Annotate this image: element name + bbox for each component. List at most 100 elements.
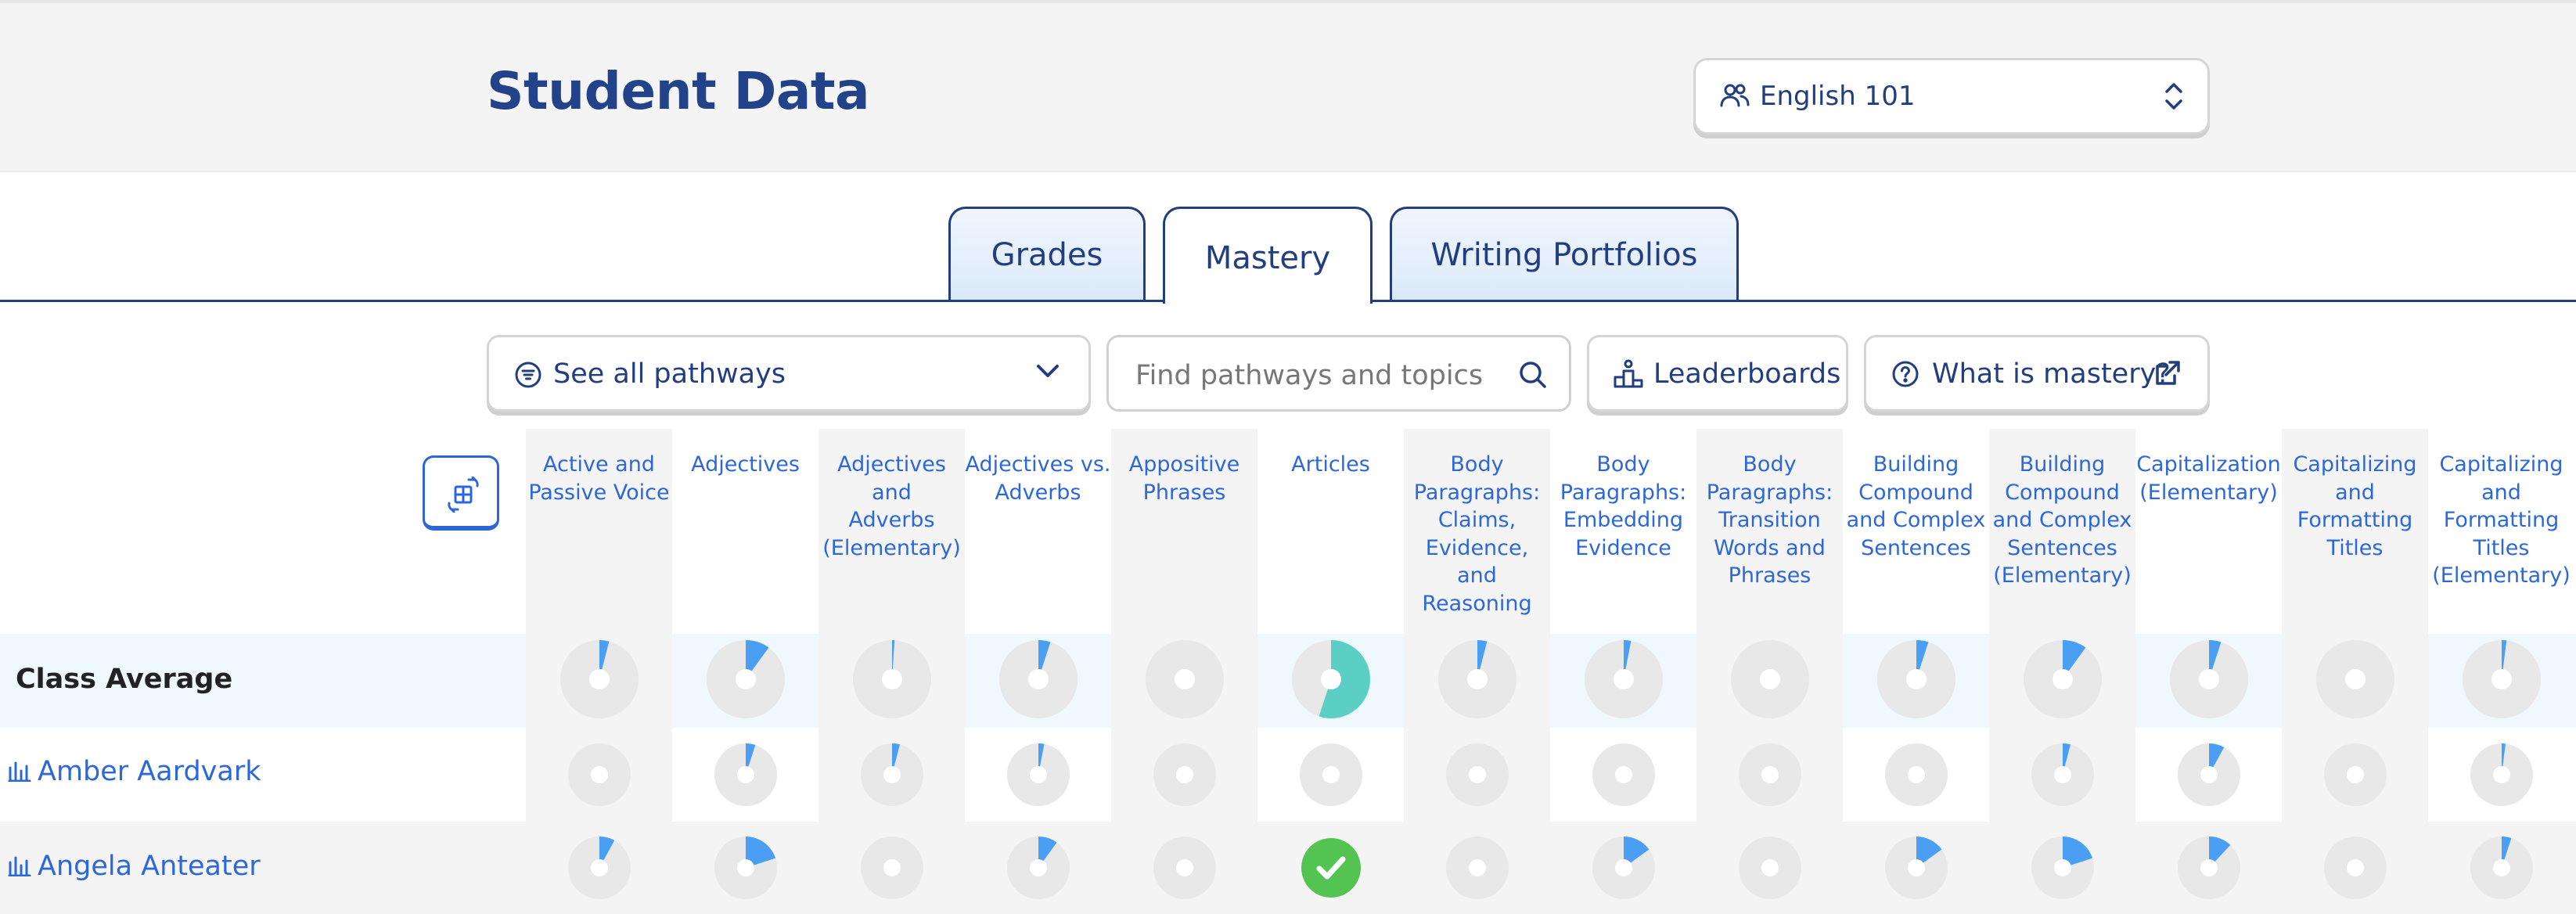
mastery-pie[interactable] [2177,837,2240,899]
column-header-line: and Complex [1846,508,1986,532]
mastery-pie[interactable] [1884,837,1948,899]
column-header-line: and [2335,480,2375,505]
swap-icon [448,477,479,513]
mastery-pie[interactable] [1145,640,1224,718]
mastery-pie[interactable] [2462,640,2541,718]
column-header[interactable]: Capitalization (Elementary) [2135,451,2282,506]
mastery-pie[interactable] [1738,837,1801,899]
column-header-line: Phrases [1728,563,1811,588]
mastery-pie[interactable] [1153,837,1216,899]
swap-view-button[interactable] [423,455,499,531]
mastery-pie[interactable] [2323,837,2387,899]
pathways-dropdown[interactable]: See all pathways [487,335,1091,412]
tab-mastery[interactable]: Mastery [1163,207,1373,304]
podium-icon [1614,359,1643,388]
column-header[interactable]: Capitalizing and Formatting Titles (Elementa… [2428,451,2574,590]
bar-chart-icon [8,761,31,783]
column-header[interactable]: Adjectives and Adverbs (Elementary) [818,451,965,562]
mastery-pie[interactable] [1592,743,1655,806]
mastery-pie[interactable] [1592,837,1655,899]
column-header[interactable]: Capitalizing and Formatting Titles [2282,451,2428,562]
mastery-pie[interactable] [1884,743,1948,806]
what-is-mastery-button[interactable]: What is mastery? [1864,335,2210,412]
mastery-pie[interactable] [852,640,931,718]
column-header-line: Capitalizing [2293,452,2417,477]
mastery-pie[interactable] [2031,837,2094,899]
column-header-line: Phrases [1142,480,1226,505]
column-header-line: Words and [1714,535,1826,560]
mastery-pie[interactable] [706,640,785,718]
class-selector[interactable]: English 101 [1693,58,2210,135]
column-header[interactable]: Building Compound and Complex Sentences (Ele… [1989,451,2135,590]
what-is-mastery-label: What is mastery? [1932,358,2171,390]
column-header-line: Adjectives vs. [965,452,1111,477]
column-header[interactable]: Body Paragraphs: Claims, Evidence, and Reaso… [1404,451,1550,617]
column-header-line: Compound [2005,480,2120,505]
mastery-pie[interactable] [1445,837,1509,899]
filter-icon [515,362,541,388]
mastery-pie[interactable] [1730,640,1809,718]
column-header[interactable]: Building Compound and Complex Sentences [1843,451,1989,562]
tab-writing-portfolios[interactable]: Writing Portfolios [1390,207,1739,302]
column-header-line: Evidence [1575,535,1671,560]
mastery-pie[interactable] [1291,640,1370,718]
mastery-pie[interactable] [1738,743,1801,806]
column-header[interactable]: Articles [1257,451,1404,479]
column-header-line: Paragraphs: [1706,480,1833,505]
search-input[interactable]: Find pathways and topics [1135,360,1484,391]
mastery-pie[interactable] [2031,743,2094,806]
column-header[interactable]: Adjectives vs. Adverbs [965,451,1111,506]
mastery-pie[interactable] [1445,743,1509,806]
mastery-pie[interactable] [2177,743,2240,806]
search-field[interactable]: Find pathways and topics [1106,335,1571,412]
mastery-pie[interactable] [567,837,631,899]
mastery-pie[interactable] [714,743,777,806]
column-header-line: Embedding [1563,508,1684,532]
mastery-pie[interactable] [1153,743,1216,806]
column-header-line: Titles [2473,535,2530,560]
column-header[interactable]: Body Paragraphs: Transition Words and Phrase… [1696,451,1843,590]
mastery-pie[interactable] [567,743,631,806]
column-header-line: Capitalizing [2439,452,2563,477]
mastery-pie[interactable] [2323,743,2387,806]
mastery-pie[interactable] [1006,743,1070,806]
mastery-pie[interactable] [2023,640,2102,718]
mastery-pie[interactable] [714,837,777,899]
student-link-angela-anteater[interactable]: Angela Anteater [8,851,261,882]
student-link-amber-aardvark[interactable]: Amber Aardvark [8,756,261,787]
leaderboards-label: Leaderboards [1653,358,1841,390]
column-header-line: Formatting [2297,508,2413,532]
mastery-pie[interactable] [860,743,923,806]
leaderboards-button[interactable]: Leaderboards [1587,335,1848,412]
mastery-pie[interactable] [1299,743,1362,806]
column-header-line: (Elementary) [1993,563,2132,588]
student-name[interactable]: Angela Anteater [38,851,261,882]
column-header-line: Building [2019,452,2106,477]
mastery-pie[interactable] [1437,640,1516,718]
mastered-check-icon[interactable] [1300,837,1362,899]
column-header[interactable]: Body Paragraphs: Embedding Evidence [1550,451,1696,562]
column-header[interactable]: Active and Passive Voice [526,451,672,506]
mastery-pie[interactable] [559,640,639,718]
mastery-pie[interactable] [2169,640,2248,718]
mastery-pie[interactable] [998,640,1078,718]
tab-grades[interactable]: Grades [948,207,1146,302]
column-header-line: Body [1743,452,1797,477]
column-header-line: Formatting [2443,508,2560,532]
mastery-pie[interactable] [2470,837,2533,899]
column-header[interactable]: Appositive Phrases [1111,451,1257,506]
student-name[interactable]: Amber Aardvark [38,756,261,787]
mastery-pie[interactable] [2470,743,2533,806]
column-header-line: Passive Voice [528,480,670,505]
mastery-pie[interactable] [1006,837,1070,899]
mastery-pie[interactable] [2315,640,2394,718]
column-header-line: (Elementary) [2139,480,2278,505]
search-icon[interactable] [1517,359,1549,390]
mastery-pie[interactable] [860,837,923,899]
mastery-pie[interactable] [1584,640,1663,718]
bar-chart-icon [8,856,31,877]
mastery-pie[interactable] [1876,640,1955,718]
column-header[interactable]: Adjectives [672,451,818,479]
column-header-line: Adverbs [995,480,1081,505]
column-header-line: and [2481,480,2521,505]
